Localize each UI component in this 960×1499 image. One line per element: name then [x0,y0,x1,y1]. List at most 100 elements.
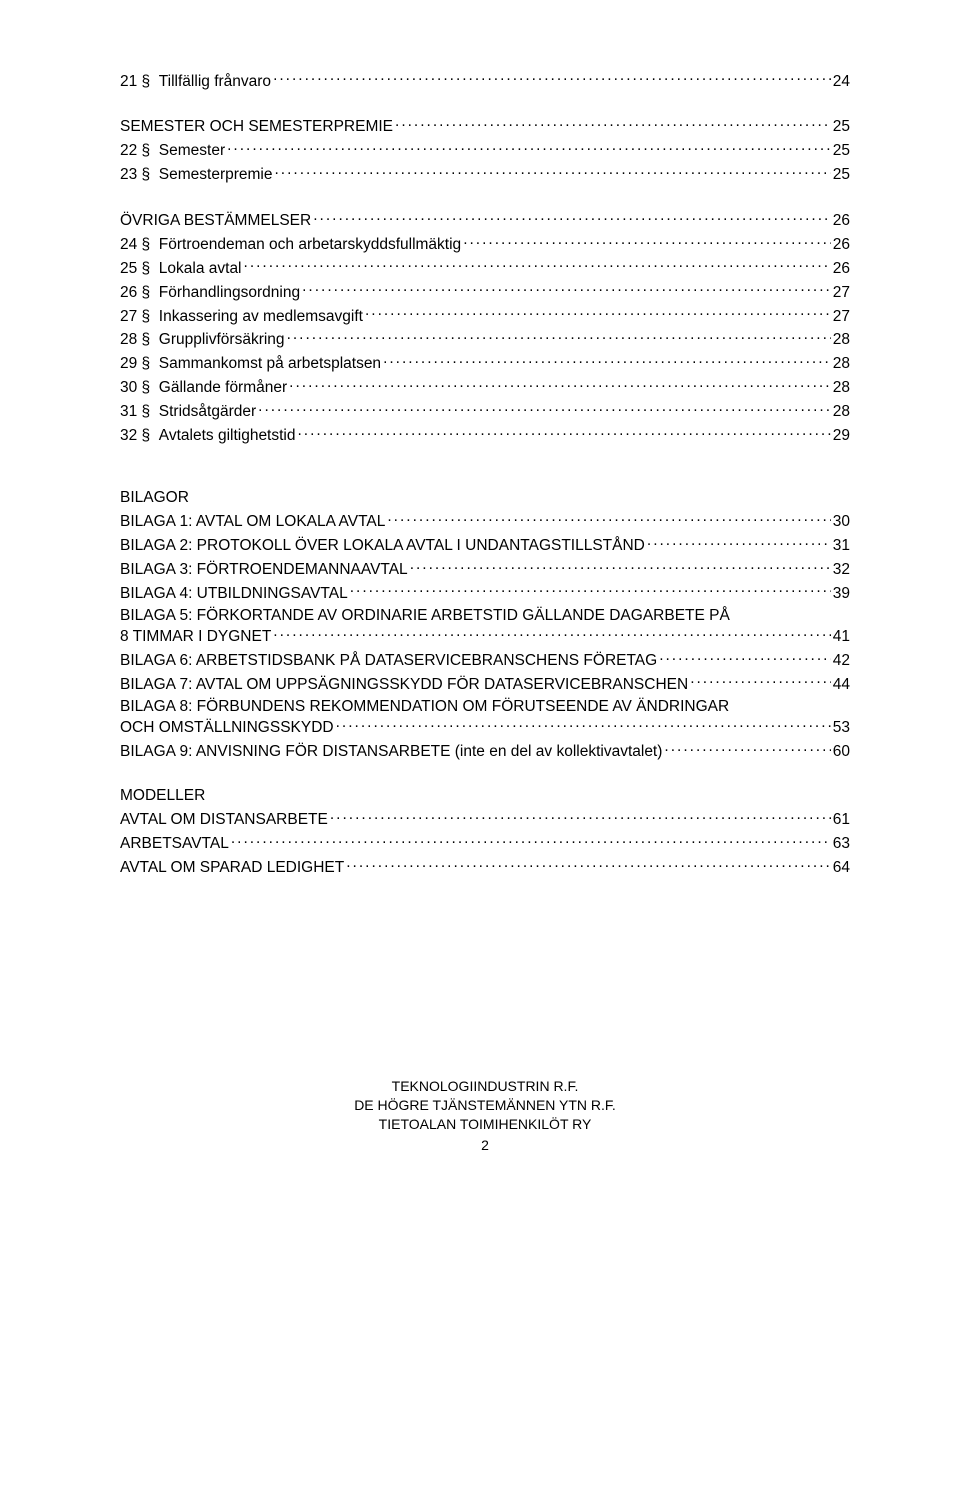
leader-dots [273,626,830,642]
modeller-entry-page: 61 [833,810,850,829]
leader-dots [330,809,831,825]
toc-entry-label: 25 § Lokala avtal [120,259,242,278]
leader-dots [463,233,831,249]
bilaga-entry: BILAGA 4: UTBILDNINGSAVTAL 39 [120,582,850,603]
leader-dots [289,377,831,393]
toc-entry: 29 § Sammankomst på arbetsplatsen 28 [120,353,850,374]
bilaga-entry-page: 53 [833,718,850,737]
bilaga-entry: BILAGA 9: ANVISNING FÖR DISTANSARBETE (i… [120,740,850,761]
footer-line-2: DE HÖGRE TJÄNSTEMÄNNEN YTN R.F. [120,1096,850,1115]
bilaga-entry-line2: 8 TIMMAR I DYGNET41 [120,626,850,647]
bilaga-entry-page: 42 [833,651,850,670]
toc-entry: 24 § Förtroendeman och arbetarskyddsfull… [120,233,850,254]
leader-dots [410,558,831,574]
leader-dots [395,116,831,132]
leader-dots [231,833,831,849]
leader-dots [336,717,831,733]
toc-heading-label: SEMESTER OCH SEMESTERPREMIE [120,117,393,136]
toc-heading-page: 25 [833,117,850,136]
leader-dots [387,511,830,527]
bilaga-entry-label: BILAGA 6: ARBETSTIDSBANK PÅ DATASERVICEB… [120,651,657,670]
modeller-entry-page: 63 [833,834,850,853]
toc-entry-label: 32 § Avtalets giltighetstid [120,426,296,445]
bilaga-entry-label: BILAGA 7: AVTAL OM UPPSÄGNINGSSKYDD FÖR … [120,675,688,694]
bilagor-heading: BILAGOR [120,488,850,507]
toc-entry-label: 28 § Grupplivförsäkring [120,330,285,349]
leader-dots [273,70,831,86]
bilaga-entry: BILAGA 8: FÖRBUNDENS REKOMMENDATION OM F… [120,697,850,737]
bilaga-entry-page: 30 [833,512,850,531]
toc-entry-page: 27 [833,307,850,326]
leader-dots [227,140,831,156]
toc-heading-label: ÖVRIGA BESTÄMMELSER [120,211,311,230]
page-number: 2 [120,1136,850,1155]
leader-dots [313,210,831,226]
toc-entry-label: 27 § Inkassering av medlemsavgift [120,307,363,326]
toc-entry-page: 27 [833,283,850,302]
toc-entry: 23 § Semesterpremie 25 [120,164,850,185]
bilaga-entry-label: BILAGA 1: AVTAL OM LOKALA AVTAL [120,512,385,531]
modeller-entry: ARBETSAVTAL 63 [120,833,850,854]
leader-dots [244,257,831,273]
footer-line-1: TEKNOLOGIINDUSTRIN R.F. [120,1077,850,1096]
toc-entry: 26 § Förhandlingsordning 27 [120,281,850,302]
modeller-entry-page: 64 [833,858,850,877]
leader-dots [350,582,831,598]
bilaga-entry-label: BILAGA 4: UTBILDNINGSAVTAL [120,584,348,603]
toc-entry-label: 24 § Förtroendeman och arbetarskyddsfull… [120,235,461,254]
bilaga-entry-line1: BILAGA 8: FÖRBUNDENS REKOMMENDATION OM F… [120,697,850,716]
modeller-entry-label: AVTAL OM DISTANSARBETE [120,810,328,829]
bilaga-entry-page: 60 [833,742,850,761]
bilaga-entry-page: 39 [833,584,850,603]
bilaga-entry-line1: BILAGA 5: FÖRKORTANDE AV ORDINARIE ARBET… [120,606,850,625]
toc-entry-page: 28 [833,378,850,397]
bilaga-entry-page: 31 [833,536,850,555]
toc-entry-page: 26 [833,259,850,278]
toc-heading-page: 26 [833,211,850,230]
modeller-heading: MODELLER [120,786,850,805]
toc-entry: 28 § Grupplivförsäkring28 [120,329,850,350]
leader-dots [647,535,831,551]
bilaga-entry: BILAGA 7: AVTAL OM UPPSÄGNINGSSKYDD FÖR … [120,673,850,694]
toc-entry: 21 § Tillfällig frånvaro24 [120,70,850,91]
bilaga-entry: BILAGA 1: AVTAL OM LOKALA AVTAL 30 [120,511,850,532]
modeller-entry-label: AVTAL OM SPARAD LEDIGHET [120,858,344,877]
leader-dots [275,164,831,180]
leader-dots [664,740,830,756]
toc-entry-page: 28 [833,354,850,373]
toc-heading: SEMESTER OCH SEMESTERPREMIE 25 [120,116,850,137]
toc-entry: 27 § Inkassering av medlemsavgift 27 [120,305,850,326]
leader-dots [346,856,831,872]
leader-dots [258,401,831,417]
toc-entry: 25 § Lokala avtal 26 [120,257,850,278]
table-of-contents: 21 § Tillfällig frånvaro24 SEMESTER OCH S… [120,70,850,877]
toc-entry: 30 § Gällande förmåner28 [120,377,850,398]
leader-dots [690,673,831,689]
bilaga-entry: BILAGA 5: FÖRKORTANDE AV ORDINARIE ARBET… [120,606,850,646]
bilaga-entry-label: BILAGA 9: ANVISNING FÖR DISTANSARBETE (i… [120,742,662,761]
toc-entry-label: 22 § Semester [120,141,225,160]
toc-entry-label: 26 § Förhandlingsordning [120,283,300,302]
leader-dots [287,329,831,345]
toc-entry-label: 23 § Semesterpremie [120,165,273,184]
toc-entry-label: 21 § Tillfällig frånvaro [120,72,271,91]
leader-dots [365,305,831,321]
toc-entry: 22 § Semester25 [120,140,850,161]
leader-dots [298,424,831,440]
modeller-entry: AVTAL OM DISTANSARBETE 61 [120,809,850,830]
bilaga-entry-page: 41 [833,627,850,646]
toc-entry-page: 25 [833,165,850,184]
toc-entry-label: 29 § Sammankomst på arbetsplatsen [120,354,381,373]
bilaga-entry-page: 44 [833,675,850,694]
bilaga-entry-label: BILAGA 2: PROTOKOLL ÖVER LOKALA AVTAL I … [120,536,645,555]
modeller-entry-label: ARBETSAVTAL [120,834,229,853]
bilaga-entry-page: 32 [833,560,850,579]
page-footer: TEKNOLOGIINDUSTRIN R.F. DE HÖGRE TJÄNSTE… [120,1077,850,1155]
toc-entry-page: 26 [833,235,850,254]
leader-dots [302,281,831,297]
toc-entry: 31 § Stridsåtgärder28 [120,401,850,422]
toc-entry-page: 29 [833,426,850,445]
toc-entry: 32 § Avtalets giltighetstid 29 [120,424,850,445]
leader-dots [383,353,831,369]
toc-heading: ÖVRIGA BESTÄMMELSER 26 [120,210,850,231]
